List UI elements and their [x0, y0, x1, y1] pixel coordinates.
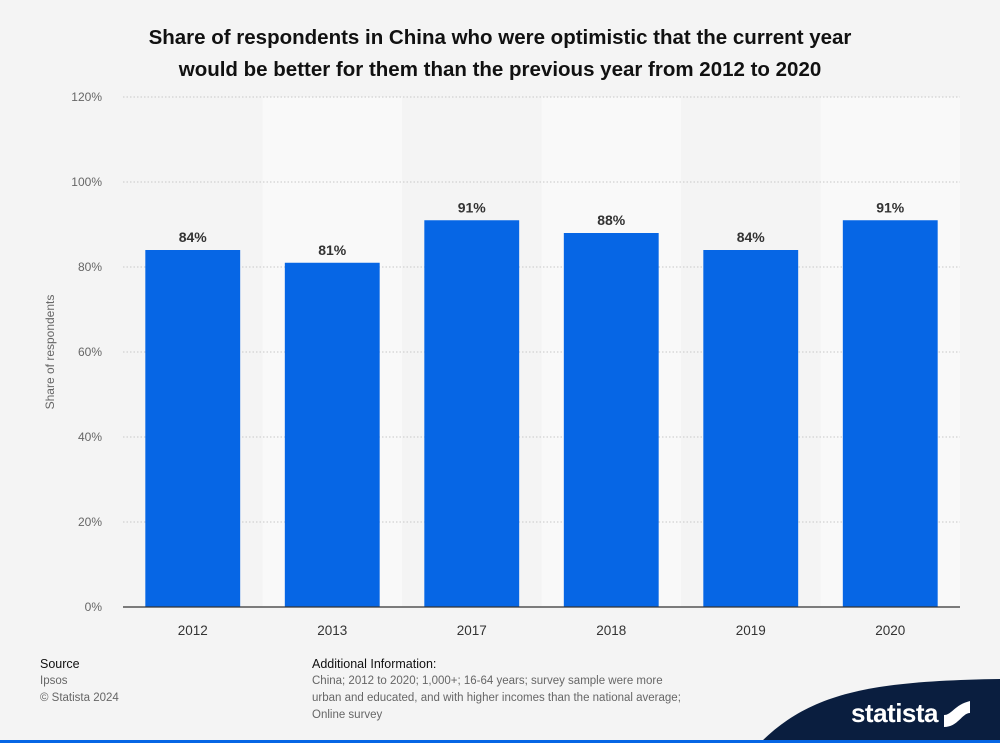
additional-info-block: Additional Information: China; 2012 to 2… — [312, 656, 732, 724]
additional-info-line-2: urban and educated, and with higher inco… — [312, 692, 681, 704]
logo-text: statista — [850, 698, 939, 728]
x-tick-label: 2013 — [317, 623, 347, 638]
chart-title-line-1: Share of respondents in China who were o… — [148, 26, 852, 49]
y-tick-label: 0% — [85, 600, 103, 614]
bar — [284, 262, 380, 607]
bottom-accent-line — [0, 740, 1000, 743]
y-tick-label: 120% — [71, 90, 102, 104]
x-tick-label: 2018 — [596, 623, 626, 638]
additional-info-heading: Additional Information: — [312, 657, 437, 671]
bar — [145, 250, 241, 607]
source-heading: Source — [40, 657, 80, 671]
statista-logo: statista — [750, 673, 1000, 743]
bar — [703, 250, 799, 607]
bar — [563, 233, 659, 607]
y-tick-label: 100% — [71, 175, 102, 189]
gridlines — [123, 96, 960, 523]
data-label: 88% — [597, 212, 626, 228]
additional-info-line-1: China; 2012 to 2020; 1,000+; 16-64 years… — [312, 675, 663, 687]
x-tick-label: 2012 — [178, 623, 208, 638]
data-label: 91% — [876, 199, 905, 215]
x-tick-label: 2020 — [875, 623, 905, 638]
y-tick-label: 40% — [78, 430, 102, 444]
x-tick-label: 2017 — [457, 623, 487, 638]
x-axis-ticks: 2012 2013 2017 2018 2019 2020 — [178, 623, 906, 638]
bar-chart: 0% 20% 40% 60% 80% 100% 120% 84% 81% 91% 88% 84% 91… — [43, 90, 960, 638]
y-tick-label: 80% — [78, 260, 102, 274]
data-label: 81% — [318, 242, 347, 258]
data-label: 91% — [458, 199, 487, 215]
y-tick-label: 60% — [78, 345, 102, 359]
source-block: Source Ipsos © Statista 2024 — [40, 656, 119, 707]
additional-info-line-3: Online survey — [312, 709, 383, 721]
y-axis-label: Share of respondents — [43, 295, 57, 410]
bars — [145, 220, 938, 607]
data-label: 84% — [179, 229, 208, 245]
x-tick-label: 2019 — [736, 623, 766, 638]
chart-title-line-2: would be better for them than the previo… — [178, 58, 822, 81]
y-tick-label: 20% — [78, 515, 102, 529]
data-labels: 84% 81% 91% 88% 84% 91% — [179, 199, 905, 258]
chart-title: Share of respondents in China who were o… — [60, 22, 940, 86]
source-name: Ipsos — [40, 675, 68, 687]
bar — [842, 220, 938, 607]
data-label: 84% — [737, 229, 766, 245]
bar — [424, 220, 520, 607]
copyright: © Statista 2024 — [40, 692, 119, 704]
y-axis-ticks: 0% 20% 40% 60% 80% 100% 120% — [71, 90, 102, 614]
statista-logo-icon — [944, 701, 970, 727]
logo-swoosh — [760, 679, 1000, 743]
